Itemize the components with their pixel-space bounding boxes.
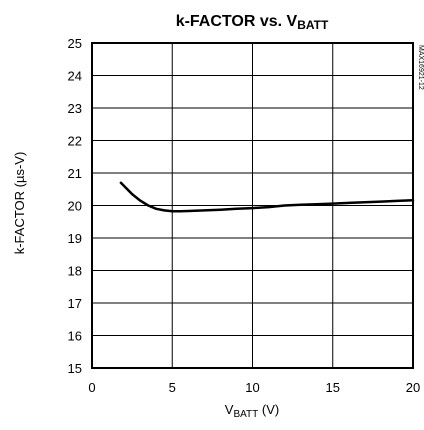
chart-title-subscript: BATT bbox=[297, 18, 329, 32]
x-axis-label: VBATT (V) bbox=[225, 402, 279, 420]
x-axis-label-subscript: BATT bbox=[233, 409, 258, 420]
x-tick-label-10: 10 bbox=[245, 380, 259, 395]
part-number-label: MAX16921-12 bbox=[417, 45, 424, 90]
x-tick-label-20: 20 bbox=[406, 380, 420, 395]
x-tick-label-0: 0 bbox=[88, 380, 95, 395]
x-tick-label-5: 5 bbox=[169, 380, 176, 395]
chart-title: k-FACTOR vs. VBATT bbox=[176, 13, 329, 32]
y-tick-label-17: 17 bbox=[68, 296, 82, 311]
y-tick-label-21: 21 bbox=[68, 166, 82, 181]
plot-frame bbox=[91, 42, 414, 369]
y-tick-labels: 15 16 17 18 19 20 21 22 23 24 25 bbox=[68, 36, 82, 376]
plot-border bbox=[91, 42, 414, 369]
y-tick-label-18: 18 bbox=[68, 264, 82, 279]
y-axis-label: k-FACTOR (µs-V) bbox=[12, 152, 27, 255]
x-axis-label-main: V bbox=[225, 402, 234, 417]
y-tick-label-20: 20 bbox=[68, 199, 82, 214]
chart-title-main: k-FACTOR vs. V bbox=[176, 13, 298, 30]
y-tick-label-23: 23 bbox=[68, 101, 82, 116]
x-tick-labels: 0 5 10 15 20 bbox=[88, 380, 420, 395]
y-tick-label-25: 25 bbox=[68, 36, 82, 51]
y-tick-label-15: 15 bbox=[68, 361, 82, 376]
y-tick-label-19: 19 bbox=[68, 231, 82, 246]
grid-lines bbox=[92, 43, 413, 368]
y-tick-label-24: 24 bbox=[68, 69, 82, 84]
x-axis-label-suffix: (V) bbox=[258, 402, 279, 417]
series-layer bbox=[119, 181, 415, 213]
x-tick-label-15: 15 bbox=[326, 380, 340, 395]
y-tick-label-22: 22 bbox=[68, 134, 82, 149]
y-tick-label-16: 16 bbox=[68, 329, 82, 344]
series-line-0 bbox=[119, 181, 415, 213]
